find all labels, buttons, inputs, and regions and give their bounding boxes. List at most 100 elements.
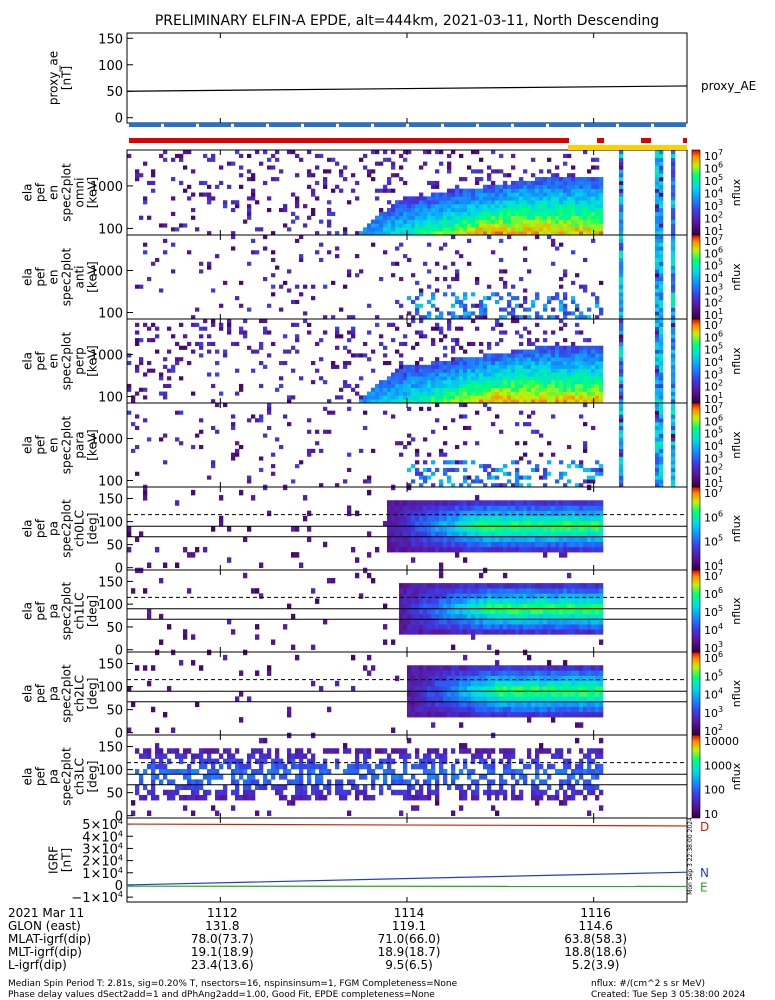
- spectrogram-cell: [315, 196, 320, 201]
- spectrogram-cell: [387, 223, 392, 228]
- spectrogram-cell: [331, 211, 336, 216]
- spectrogram-cell: [563, 364, 568, 369]
- spectrogram-cell: [475, 536, 480, 543]
- spectrogram-cell: [427, 670, 432, 676]
- spectrogram-cell: [507, 364, 512, 369]
- spectrogram-cell: [575, 665, 580, 671]
- spectrogram-cell: [531, 526, 536, 532]
- spectrogram-cell: [507, 391, 512, 396]
- spectrogram-cell: [655, 414, 660, 419]
- spectrogram-cell: [511, 531, 516, 537]
- spectrogram-cell: [587, 696, 592, 702]
- spectrogram-cell: [555, 383, 560, 389]
- spectrogram-cell: [595, 460, 600, 465]
- spectrogram-cell: [443, 608, 448, 615]
- spectrogram-cell: [459, 223, 464, 228]
- spectrogram-cell: [531, 598, 536, 604]
- spectrogram-cell: [291, 345, 296, 350]
- spectrogram-cell: [499, 231, 504, 236]
- spectrogram-cell: [415, 215, 420, 220]
- spectrogram-cell: [531, 188, 536, 193]
- spectrogram-cell: [527, 665, 532, 671]
- spectrogram-cell: [383, 215, 388, 220]
- spectrogram-cell: [475, 541, 480, 548]
- y-tick-label: 50: [106, 539, 123, 554]
- colorbar-tick-label: 102: [704, 723, 723, 738]
- spectrogram-cell: [527, 215, 532, 220]
- spectrogram-cell: [159, 223, 164, 228]
- spectrogram-cell: [547, 315, 552, 320]
- spectrogram-cell: [455, 357, 460, 362]
- spectrogram-cell: [511, 364, 516, 369]
- spectrogram-cell: [547, 188, 552, 193]
- spectrogram-cell: [419, 399, 424, 404]
- spectrogram-cell: [543, 368, 548, 373]
- spectrogram-cell: [563, 608, 568, 615]
- spectrogram-cell: [539, 391, 544, 396]
- spectrogram-cell: [467, 261, 472, 266]
- spectrogram-cell: [239, 330, 244, 335]
- spectrogram-cell: [447, 515, 452, 522]
- spectrogram-cell: [671, 196, 676, 201]
- spectrogram-cell: [655, 452, 660, 457]
- spectrogram-cell: [471, 188, 476, 193]
- spectrogram-cell: [587, 670, 592, 676]
- spectrogram-cell: [143, 161, 148, 166]
- spectrogram-cell: [571, 383, 576, 389]
- spectrogram-cell: [459, 510, 464, 517]
- spectrogram-cell: [407, 364, 412, 369]
- spectrogram-cell: [463, 391, 468, 396]
- spectrogram-cell: [575, 588, 580, 594]
- spectrogram-cell: [583, 711, 588, 718]
- spectrogram-cell: [147, 810, 152, 816]
- spectrogram-cell: [371, 227, 376, 232]
- spectrogram-cell: [539, 593, 544, 599]
- spectrogram-cell: [567, 311, 572, 316]
- spectrogram-cell: [491, 192, 496, 197]
- spectrogram-cell: [463, 479, 468, 484]
- spectrogram-cell: [503, 207, 508, 213]
- spectrogram-cell: [443, 192, 448, 197]
- spectrogram-cell: [419, 603, 424, 610]
- spectrogram-cell: [567, 361, 572, 366]
- spectrogram-cell: [503, 536, 508, 543]
- y-axis-label-line: pa: [47, 686, 61, 701]
- spectrogram-cell: [475, 670, 480, 676]
- spectrogram-cell: [363, 341, 368, 347]
- spectrogram-cell: [411, 395, 416, 400]
- spectrogram-cell: [531, 207, 536, 213]
- spectrogram-cell: [567, 177, 572, 182]
- spectrogram-cell: [447, 711, 452, 718]
- spectrogram-cell: [243, 330, 248, 335]
- y-tick-label: 150: [98, 32, 123, 47]
- spectrogram-cell: [567, 680, 572, 687]
- spectrogram-cell: [259, 593, 264, 599]
- spectrogram-cell: [571, 180, 576, 186]
- spectrogram-cell: [659, 475, 664, 480]
- spectrogram-cell: [383, 150, 388, 155]
- colorbar-tick-label: 106: [704, 329, 723, 344]
- spectrogram-cell: [503, 603, 508, 610]
- spectrogram-cell: [459, 153, 464, 159]
- spectrogram-cell: [575, 526, 580, 532]
- spectrogram-cell: [659, 292, 664, 297]
- spectrogram-cell: [539, 223, 544, 228]
- spectrogram-cell: [579, 353, 584, 358]
- spectrogram-cell: [467, 670, 472, 676]
- spectrogram-cell: [463, 629, 468, 635]
- spectrogram-cell: [295, 238, 300, 243]
- spectrogram-cell: [515, 441, 520, 446]
- spectrogram-cell: [203, 763, 208, 770]
- spectrogram-cell: [551, 307, 556, 312]
- spectrogram-cell: [439, 315, 444, 320]
- spectrogram-cell: [411, 505, 416, 511]
- spectrogram-cell: [391, 727, 396, 733]
- spectrogram-cell: [419, 204, 424, 209]
- spectrogram-cell: [587, 215, 592, 220]
- spectrogram-cell: [399, 441, 404, 446]
- spectrogram-cell: [527, 608, 532, 615]
- spectrogram-cell: [371, 223, 376, 228]
- y-tick-label: 0: [115, 727, 123, 742]
- spectrogram-cell: [571, 613, 576, 620]
- spectrogram-cell: [307, 184, 312, 189]
